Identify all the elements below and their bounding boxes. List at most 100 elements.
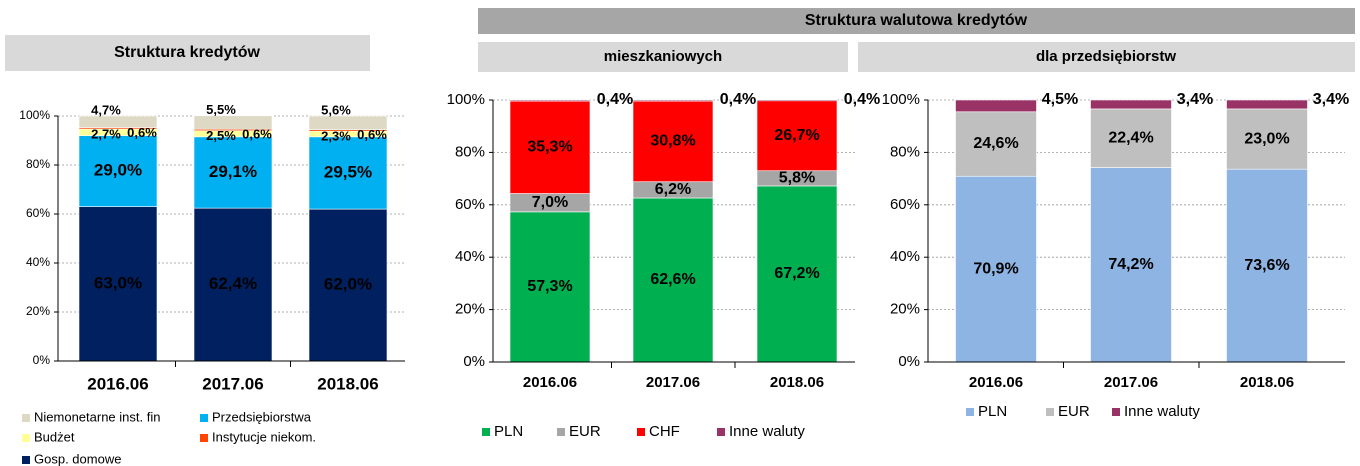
x-tick-label: 2016.06 bbox=[87, 374, 148, 393]
bar-segment bbox=[756, 185, 838, 363]
x-tick-label: 2018.06 bbox=[317, 374, 378, 393]
bar-segment bbox=[1226, 108, 1308, 170]
legend-label: Niemonetarne inst. fin bbox=[34, 409, 160, 424]
bar-segment bbox=[632, 99, 714, 102]
data-label: 29,5% bbox=[324, 162, 372, 181]
data-label: 30,8% bbox=[650, 133, 695, 150]
y-tick-label: 100% bbox=[447, 91, 485, 108]
data-label: 3,4% bbox=[1177, 91, 1213, 108]
y-tick-label: 40% bbox=[26, 255, 50, 269]
header-box bbox=[478, 42, 848, 72]
y-tick-label: 0% bbox=[33, 353, 51, 367]
data-label: 0,4% bbox=[720, 91, 756, 108]
legend-label: CHF bbox=[649, 423, 680, 440]
x-tick-label: 2016.06 bbox=[969, 374, 1023, 391]
bar-segment bbox=[1226, 99, 1308, 110]
y-tick-label: 0% bbox=[898, 353, 920, 370]
legend-swatch bbox=[200, 434, 208, 442]
y-tick-label: 40% bbox=[455, 248, 485, 265]
data-label: 3,4% bbox=[1313, 91, 1349, 108]
legend-label: Instytucje niekom. bbox=[212, 429, 316, 444]
legend-swatch bbox=[22, 434, 30, 442]
legend-swatch bbox=[1112, 408, 1120, 416]
y-tick-label: 100% bbox=[882, 91, 920, 108]
data-label: 2,7% bbox=[91, 126, 121, 141]
data-label: 4,7% bbox=[91, 102, 121, 117]
data-label: 0,6% bbox=[357, 127, 387, 142]
legend-swatch bbox=[1046, 408, 1054, 416]
y-tick-label: 60% bbox=[890, 196, 920, 213]
x-tick-label: 2018.06 bbox=[1240, 374, 1294, 391]
data-label: 0,4% bbox=[844, 91, 880, 108]
bar-segment bbox=[955, 111, 1037, 177]
data-label: 63,0% bbox=[94, 273, 142, 292]
data-label: 5,8% bbox=[779, 170, 815, 187]
legend-label: PLN bbox=[978, 403, 1007, 420]
chart-title: dla przedsiębiorstw bbox=[1036, 48, 1176, 65]
bar-segment bbox=[1090, 108, 1172, 168]
bar-segment bbox=[78, 135, 158, 207]
bar-segment bbox=[308, 136, 388, 210]
bar-segment bbox=[756, 99, 838, 102]
data-label: 26,7% bbox=[774, 127, 819, 144]
bar-segment bbox=[78, 206, 158, 362]
data-label: 0,6% bbox=[127, 125, 157, 140]
header-box bbox=[5, 35, 370, 71]
y-tick-label: 20% bbox=[890, 301, 920, 318]
y-tick-label: 60% bbox=[26, 206, 50, 220]
data-label: 74,2% bbox=[1108, 256, 1153, 273]
legend-swatch bbox=[22, 414, 30, 422]
header-box bbox=[478, 8, 1355, 34]
data-label: 0,6% bbox=[242, 127, 272, 142]
bar-segment bbox=[509, 100, 591, 194]
y-tick-label: 80% bbox=[890, 143, 920, 160]
data-label: 62,0% bbox=[324, 275, 372, 294]
x-tick-label: 2018.06 bbox=[770, 374, 824, 391]
data-label: 6,2% bbox=[655, 181, 691, 198]
bar-segment bbox=[632, 197, 714, 363]
chart-title: mieszkaniowych bbox=[604, 48, 722, 65]
data-label: 5,6% bbox=[321, 102, 351, 117]
chart-title: Struktura kredytów bbox=[114, 44, 260, 61]
data-label: 2,3% bbox=[321, 129, 351, 144]
data-label: 29,1% bbox=[209, 162, 257, 181]
legend-label: Przedsiębiorstwa bbox=[212, 409, 312, 424]
data-label: 35,3% bbox=[527, 139, 572, 156]
data-label: 0,4% bbox=[597, 91, 633, 108]
legend-swatch bbox=[966, 408, 974, 416]
data-label: 22,4% bbox=[1108, 129, 1153, 146]
legend-label: Inne waluty bbox=[1124, 403, 1200, 420]
bar-segment bbox=[308, 208, 388, 362]
x-tick-label: 2017.06 bbox=[646, 374, 700, 391]
bar-segment bbox=[78, 115, 158, 128]
legend-swatch bbox=[557, 428, 565, 436]
legend-swatch bbox=[637, 428, 645, 436]
bar-segment bbox=[955, 175, 1037, 363]
data-label: 62,6% bbox=[650, 271, 695, 288]
data-label: 5,5% bbox=[206, 102, 236, 117]
legend-label: Gosp. domowe bbox=[34, 451, 121, 466]
legend-swatch bbox=[717, 428, 725, 436]
y-tick-label: 0% bbox=[463, 353, 485, 370]
data-label: 73,6% bbox=[1244, 257, 1289, 274]
y-tick-label: 40% bbox=[890, 248, 920, 265]
bar-segment bbox=[509, 211, 591, 363]
data-label: 70,9% bbox=[973, 260, 1018, 277]
legend-label: PLN bbox=[494, 423, 523, 440]
legend-label: Inne waluty bbox=[729, 423, 805, 440]
bar-segment bbox=[632, 100, 714, 183]
bar-segment bbox=[308, 115, 388, 131]
legend-label: EUR bbox=[569, 423, 601, 440]
data-label: 7,0% bbox=[532, 194, 568, 211]
y-tick-label: 80% bbox=[26, 157, 50, 171]
y-tick-label: 20% bbox=[26, 304, 50, 318]
bar-segment bbox=[1090, 99, 1172, 110]
y-tick-label: 100% bbox=[19, 108, 50, 122]
bar-segment bbox=[756, 100, 838, 172]
bar-segment bbox=[955, 99, 1037, 113]
header-box bbox=[858, 42, 1355, 72]
x-tick-label: 2017.06 bbox=[1104, 374, 1158, 391]
bar-segment bbox=[1090, 167, 1172, 363]
x-tick-label: 2017.06 bbox=[202, 374, 263, 393]
